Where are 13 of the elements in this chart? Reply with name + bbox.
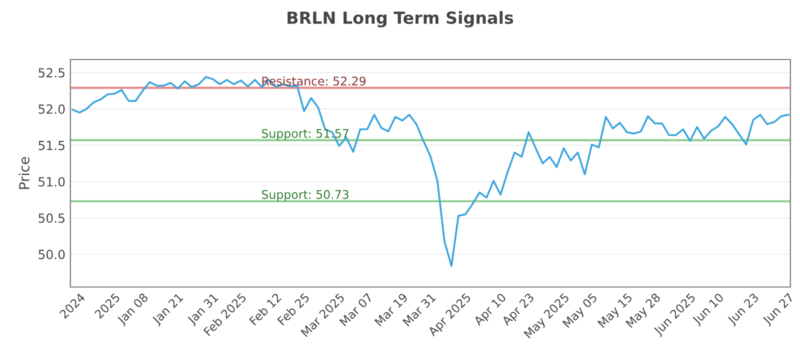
- y-tick-label: 51.0: [38, 177, 65, 187]
- x-tick-label: Jan 21: [151, 292, 186, 326]
- y-tick-label: 51.5: [38, 140, 64, 150]
- y-tick-label: 52.5: [38, 68, 64, 78]
- y-tick-label: 52.0: [38, 104, 65, 114]
- line-series: [72, 76, 790, 267]
- x-tick-label: Jun 23: [726, 292, 761, 327]
- y-tick-label: 50.5: [38, 213, 64, 223]
- y-axis-title: Price: [18, 157, 30, 189]
- y-tick-label: 50.0: [38, 250, 65, 260]
- ref-line-label: Support: 50.73: [262, 190, 348, 202]
- x-tick-label: Jun 27: [762, 292, 796, 327]
- chart-title: BRLN Long Term Signals: [288, 11, 514, 28]
